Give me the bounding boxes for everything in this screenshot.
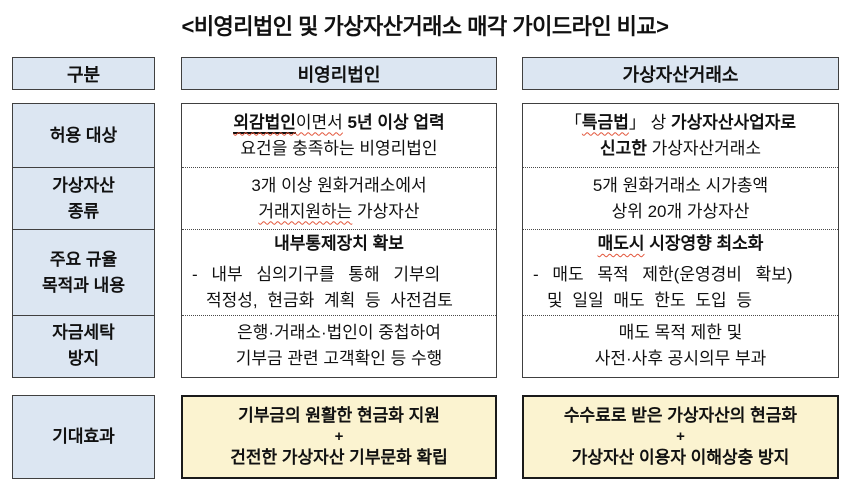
- effect-nonprofit-line-1: 기부금의 원활한 현금화 지원: [238, 406, 440, 425]
- text-line: 신고한 가상자산거래소: [523, 136, 838, 162]
- text-segment: 거래지원하는: [258, 201, 353, 221]
- text-line: 적정성, 현금화 계획 등 사전검토: [182, 288, 496, 314]
- text-line: 상위 20개 가상자산: [523, 199, 838, 225]
- text-line: 및 일일 매도 한도 도입 등: [523, 288, 838, 314]
- text-line: 5개 원화거래소 시가총액: [523, 173, 838, 199]
- text-segment: 사전·사후 공시의무 부과: [594, 349, 767, 368]
- text-segment: 가상자산사업자로: [670, 112, 797, 132]
- row-label-aml: 자금세탁 방지: [13, 315, 154, 376]
- text-line: 외감법인이면서 5년 이상 업력: [182, 110, 496, 136]
- cell-exchange-allowed-target: 「특금법」 상 가상자산사업자로 신고한 가상자산거래소: [523, 104, 838, 167]
- text-segment: 적정성, 현금화 계획 등 사전검토: [206, 291, 453, 310]
- label-column: 허용 대상 가상자산 종류 주요 규율 목적과 내용 자금세탁 방지: [12, 103, 155, 378]
- effect-exchange-line-2: 가상자산 이용자 이해상충 방지: [571, 448, 790, 467]
- text-segment: 외감법인: [233, 112, 296, 134]
- exchange-column: 「특금법」 상 가상자산사업자로 신고한 가상자산거래소 5개 원화거래소 시가총…: [522, 103, 839, 378]
- cell-nonprofit-allowed-target: 외감법인이면서 5년 이상 업력 요건을 충족하는 비영리법인: [182, 104, 496, 167]
- text-segment: 매도 목적 제한 및: [618, 323, 743, 342]
- text-line: 내부통제장치 확보: [182, 231, 496, 257]
- text-line: 「특금법」 상 가상자산사업자로: [523, 110, 838, 136]
- row-label-allowed-target: 허용 대상: [49, 125, 118, 145]
- text-line: 기부금 관련 고객확인 등 수행: [182, 346, 496, 372]
- header-exchange: 가상자산거래소: [522, 57, 839, 90]
- text-line: 요건을 충족하는 비영리법인: [182, 136, 496, 162]
- page-title: <비영리법인 및 가상자산거래소 매각 가이드라인 비교>: [181, 14, 669, 39]
- cell-exchange-regulation-purpose: 매도시 시장영향 최소화 - 매도 목적 제한(운영경비 확보) 및 일일 매도 한…: [523, 229, 838, 315]
- text-line: 매도시 시장영향 최소화: [523, 231, 838, 257]
- effect-nonprofit-line-2: 건전한 가상자산 기부문화 확립: [230, 448, 448, 467]
- text-segment: 5개 원화거래소 시가총액: [592, 175, 769, 195]
- row-label-asset-types: 가상자산 종류: [13, 167, 154, 229]
- text-segment: 은행·거래소·법인이 중첩하여: [237, 323, 441, 342]
- text-line: 3개 이상 원화거래소에서: [182, 173, 496, 199]
- text-segment: 신고한: [599, 138, 647, 158]
- text-segment: 3개 이상 원화거래소에서: [251, 175, 427, 195]
- row-label-expected-effect: 기대효과: [12, 395, 155, 479]
- text-line: - 내부 심의기구를 통해 기부의: [182, 262, 496, 288]
- row-label-regulation-purpose: 주요 규율 목적과 내용: [13, 229, 154, 315]
- header-nonprofit: 비영리법인: [181, 57, 497, 90]
- header-category: 구분: [12, 57, 155, 90]
- text-segment: 상위 20개 가상자산: [611, 201, 750, 221]
- text-segment: 내부통제장치 확보: [274, 234, 404, 253]
- text-segment: 이면서: [295, 112, 343, 132]
- plus-sign: +: [334, 428, 344, 445]
- text-segment: 가상자산: [352, 201, 420, 221]
- text-segment: 가상자산거래소: [646, 138, 762, 158]
- text-line: 은행·거래소·법인이 중첩하여: [182, 320, 496, 346]
- text-line: 사전·사후 공시의무 부과: [523, 346, 838, 372]
- text-segment: 」 상: [628, 112, 671, 132]
- text-segment: - 내부 심의기구를 통해 기부의: [192, 265, 441, 284]
- text-segment: 및 일일 매도 한도 도입 등: [547, 291, 753, 310]
- text-segment: 5년 이상 업력: [347, 112, 445, 132]
- text-line: - 매도 목적 제한(운영경비 확보): [523, 262, 838, 288]
- effect-exchange: 수수료로 받은 가상자산의 현금화 + 가상자산 이용자 이해상충 방지: [522, 395, 839, 479]
- text-segment: 매도시: [597, 234, 645, 253]
- text-segment: 기부금 관련 고객확인 등 수행: [235, 349, 443, 368]
- text-segment: - 매도 목적 제한(운영경비 확보): [533, 265, 793, 284]
- text-line: 매도 목적 제한 및: [523, 320, 838, 346]
- text-segment: 「: [564, 112, 582, 132]
- text-segment: 시장영향 최소화: [644, 234, 764, 253]
- text-segment: 요건을 충족하는 비영리법인: [240, 138, 438, 158]
- effect-exchange-line-1: 수수료로 받은 가상자산의 현금화: [563, 406, 798, 425]
- nonprofit-column: 외감법인이면서 5년 이상 업력 요건을 충족하는 비영리법인 3개 이상 원화거…: [181, 103, 497, 378]
- plus-sign: +: [676, 428, 685, 445]
- text-line: 거래지원하는 가상자산: [182, 199, 496, 225]
- effect-nonprofit: 기부금의 원활한 현금화 지원 + 건전한 가상자산 기부문화 확립: [181, 395, 497, 479]
- text-segment: 특금법: [581, 112, 629, 132]
